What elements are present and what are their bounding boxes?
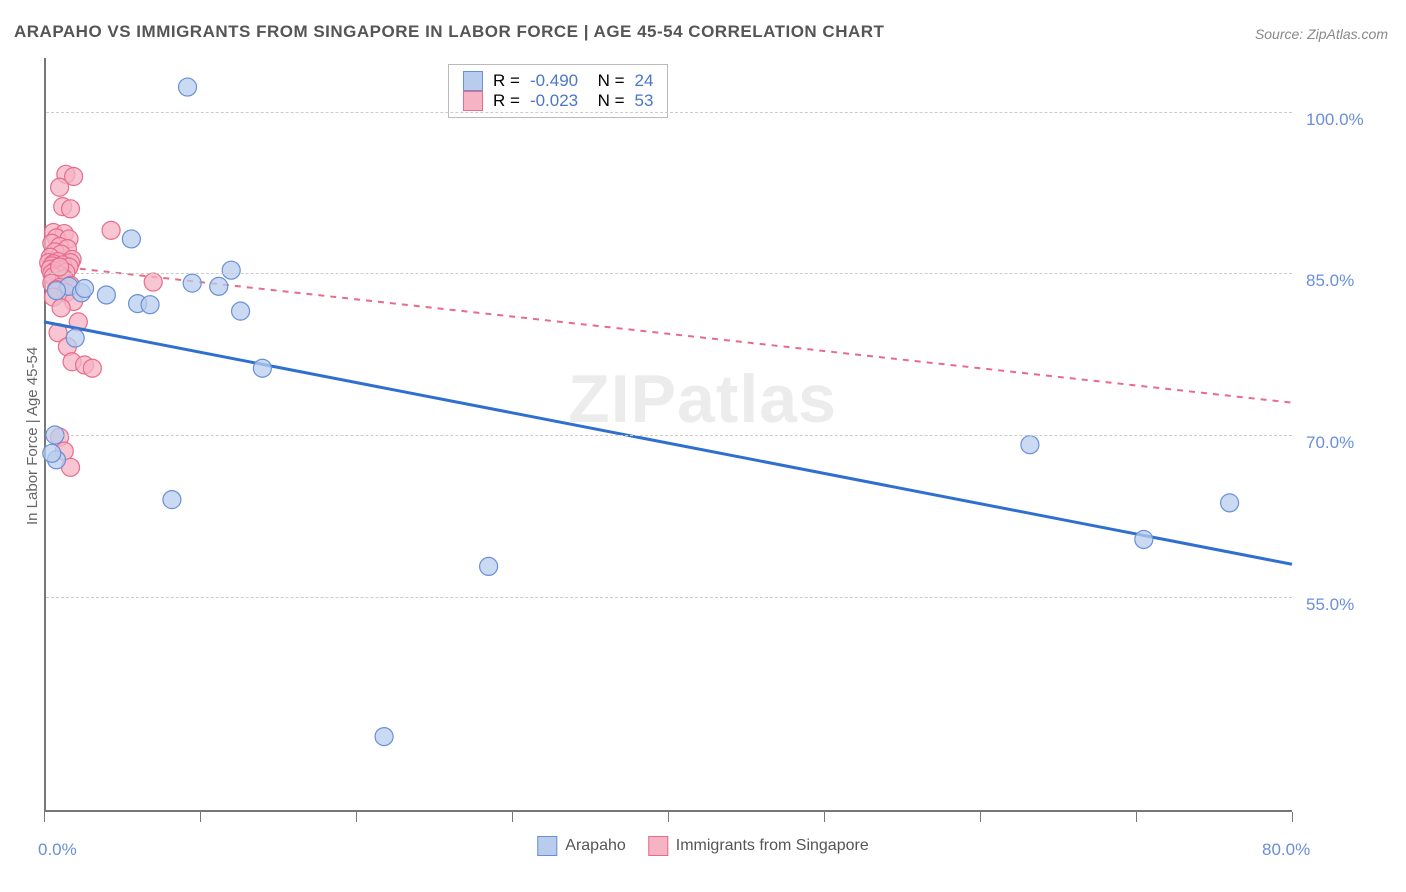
point-singapore — [144, 273, 162, 291]
point-arapaho — [232, 302, 250, 320]
legend-item-singapore: Immigrants from Singapore — [648, 836, 869, 856]
chart-title: ARAPAHO VS IMMIGRANTS FROM SINGAPORE IN … — [14, 22, 884, 42]
stat-row-singapore: R = -0.023 N = 53 — [463, 91, 653, 111]
point-arapaho — [43, 444, 61, 462]
trend-line-arapaho — [44, 322, 1292, 564]
legend: Arapaho Immigrants from Singapore — [537, 836, 868, 856]
point-arapaho — [122, 230, 140, 248]
point-singapore — [52, 299, 70, 317]
point-arapaho — [480, 557, 498, 575]
stat-N-label: N = — [588, 91, 624, 111]
grid-line — [46, 112, 1292, 113]
stat-row-arapaho: R = -0.490 N = 24 — [463, 71, 653, 91]
point-singapore — [83, 359, 101, 377]
y-tick-label: 55.0% — [1306, 595, 1354, 615]
x-tick — [824, 812, 825, 822]
x-tick — [512, 812, 513, 822]
chart-container: ARAPAHO VS IMMIGRANTS FROM SINGAPORE IN … — [0, 0, 1406, 892]
x-tick — [1136, 812, 1137, 822]
y-tick-label: 85.0% — [1306, 271, 1354, 291]
stat-R-label: R = — [493, 91, 520, 111]
point-arapaho — [47, 282, 65, 300]
point-arapaho — [210, 277, 228, 295]
stat-singapore-R: -0.023 — [530, 91, 578, 111]
trend-line-singapore — [44, 265, 1292, 403]
correlation-stat-box: R = -0.490 N = 24 R = -0.023 N = 53 — [448, 64, 668, 118]
stat-arapaho-R: -0.490 — [530, 71, 578, 91]
legend-label-singapore: Immigrants from Singapore — [676, 837, 869, 855]
y-axis-label: In Labor Force | Age 45-54 — [24, 347, 41, 525]
swatch-arapaho — [463, 71, 483, 91]
point-arapaho — [163, 491, 181, 509]
legend-swatch-arapaho — [537, 836, 557, 856]
point-arapaho — [253, 359, 271, 377]
point-arapaho — [375, 728, 393, 746]
stat-N-label: N = — [588, 71, 624, 91]
stat-singapore-N: 53 — [635, 91, 654, 111]
point-singapore — [62, 200, 80, 218]
x-tick — [44, 812, 45, 822]
point-arapaho — [222, 261, 240, 279]
y-tick-label: 100.0% — [1306, 110, 1364, 130]
swatch-singapore — [463, 91, 483, 111]
point-arapaho — [66, 329, 84, 347]
x-tick — [980, 812, 981, 822]
grid-line — [46, 273, 1292, 274]
stat-R-label: R = — [493, 71, 520, 91]
point-arapaho — [1135, 530, 1153, 548]
source-label: Source: ZipAtlas.com — [1255, 26, 1388, 42]
x-tick — [1292, 812, 1293, 822]
x-tick — [200, 812, 201, 822]
grid-line — [46, 597, 1292, 598]
x-tick-label: 0.0% — [38, 840, 77, 860]
x-tick — [668, 812, 669, 822]
point-arapaho — [141, 296, 159, 314]
point-arapaho — [183, 274, 201, 292]
x-tick — [356, 812, 357, 822]
y-tick-label: 70.0% — [1306, 433, 1354, 453]
point-arapaho — [97, 286, 115, 304]
stat-arapaho-N: 24 — [635, 71, 654, 91]
legend-swatch-singapore — [648, 836, 668, 856]
point-arapaho — [76, 280, 94, 298]
point-singapore — [102, 221, 120, 239]
point-arapaho — [1021, 436, 1039, 454]
grid-line — [46, 435, 1292, 436]
point-arapaho — [1221, 494, 1239, 512]
point-singapore — [51, 178, 69, 196]
legend-label-arapaho: Arapaho — [565, 837, 626, 855]
x-tick-label: 80.0% — [1262, 840, 1310, 860]
legend-item-arapaho: Arapaho — [537, 836, 626, 856]
point-arapaho — [179, 78, 197, 96]
